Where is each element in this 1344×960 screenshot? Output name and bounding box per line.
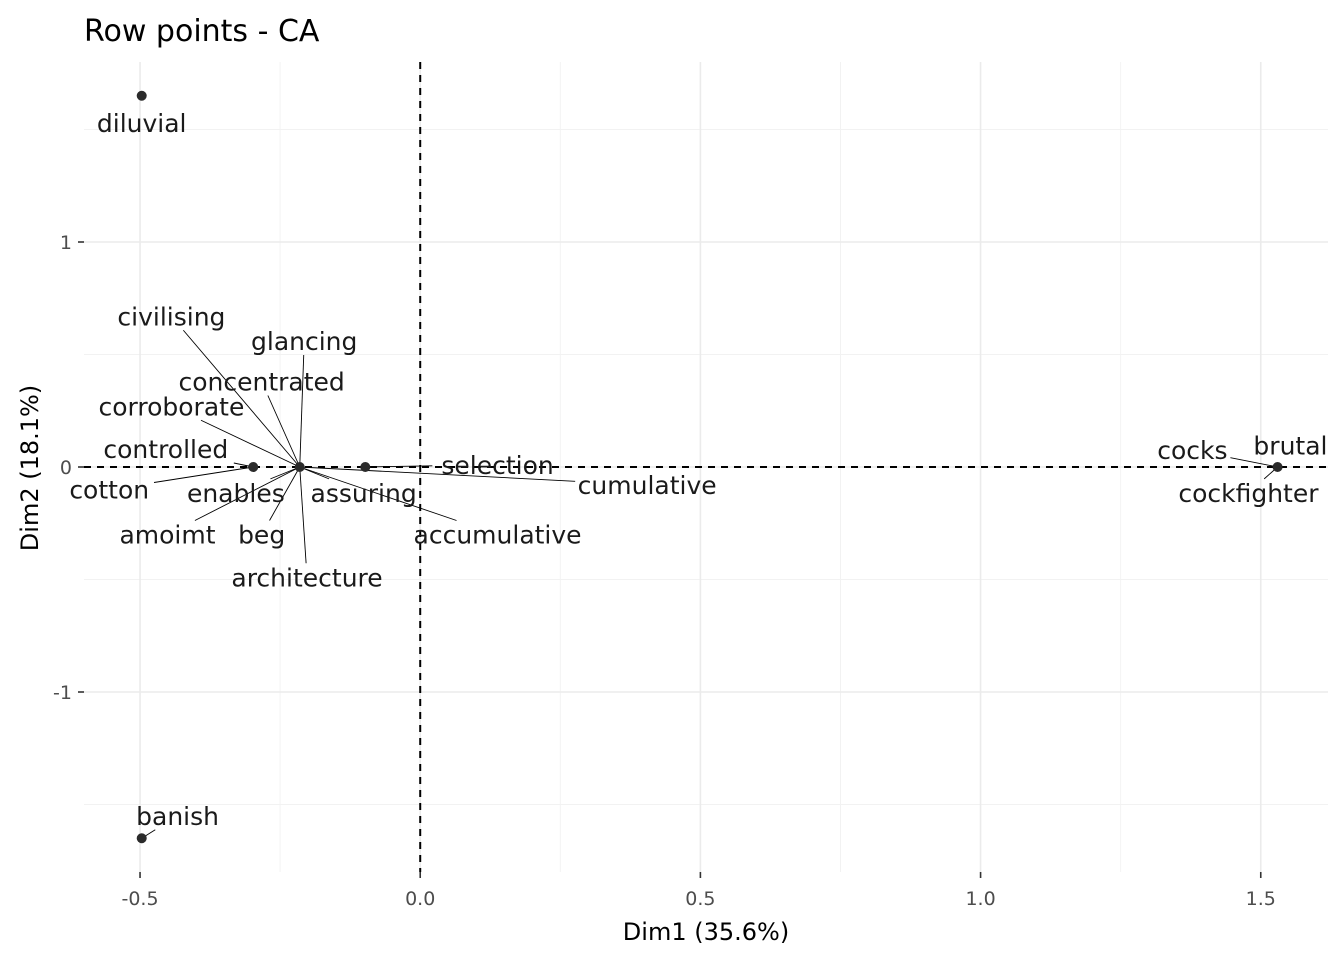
point-label-banish: banish <box>136 802 219 831</box>
x-tick-label: 1.0 <box>965 888 995 910</box>
label-leader-line <box>365 465 433 468</box>
point-label-enables: enables <box>187 479 285 508</box>
label-leader-line <box>299 466 457 521</box>
point-label-accumulative: accumulative <box>414 521 582 550</box>
point-label-selection: selection <box>441 451 553 480</box>
label-leader-line <box>299 466 576 482</box>
label-leader-line <box>299 466 307 564</box>
data-point <box>294 462 305 472</box>
label-leader-line <box>269 466 301 521</box>
point-label-corroborate: corroborate <box>98 392 244 421</box>
data-point <box>248 462 259 472</box>
y-axis-title: Dim2 (18.1%) <box>16 385 44 551</box>
data-point <box>1272 462 1283 472</box>
label-leader-line <box>1230 457 1278 468</box>
axis-ticks: -0.5 0.0 0.5 1.0 1.5 -1 0 1 <box>53 232 1276 910</box>
data-point <box>136 833 147 844</box>
y-tick-label: -1 <box>53 682 72 704</box>
data-point <box>360 462 371 472</box>
point-label-civilising: civilising <box>117 302 225 331</box>
point-labels: diluvial banish cotton controlled selection c… <box>69 109 1327 831</box>
y-tick-label: 1 <box>60 232 72 254</box>
label-leader-line <box>270 466 300 480</box>
point-label-cockfighter: cockfighter <box>1178 479 1319 508</box>
point-label-controlled: controlled <box>103 435 228 464</box>
point-label-assuring: assuring <box>311 479 417 508</box>
label-leader-line <box>153 466 254 483</box>
data-point <box>136 90 147 101</box>
points <box>136 90 1283 844</box>
x-tick-label: 0.5 <box>685 888 715 910</box>
point-label-cumulative: cumulative <box>578 471 717 500</box>
point-label-beg: beg <box>238 521 285 550</box>
label-leader-line <box>194 466 300 521</box>
chart-title: Row points - CA <box>84 14 320 49</box>
x-axis-title: Dim1 (35.6%) <box>623 918 789 946</box>
reference-lines <box>84 62 1328 872</box>
label-leaders <box>141 329 1278 839</box>
label-leader-line <box>299 354 305 468</box>
x-tick-label: 1.5 <box>1246 888 1276 910</box>
point-label-diluvial: diluvial <box>97 109 187 138</box>
y-tick-label: 0 <box>60 457 72 479</box>
point-label-concentrated: concentrated <box>178 368 344 397</box>
label-leader-line <box>182 329 301 468</box>
label-leader-line <box>267 395 301 468</box>
point-label-amoimt: amoimt <box>119 521 215 550</box>
point-label-brutal: brutal <box>1253 432 1327 461</box>
label-leader-line <box>200 419 300 468</box>
x-tick-label: 0.0 <box>405 888 435 910</box>
x-tick-label: -0.5 <box>121 888 158 910</box>
point-label-cocks: cocks <box>1157 436 1227 465</box>
point-label-glancing: glancing <box>251 327 357 356</box>
point-label-cotton: cotton <box>69 476 149 505</box>
point-label-architecture: architecture <box>231 563 382 592</box>
